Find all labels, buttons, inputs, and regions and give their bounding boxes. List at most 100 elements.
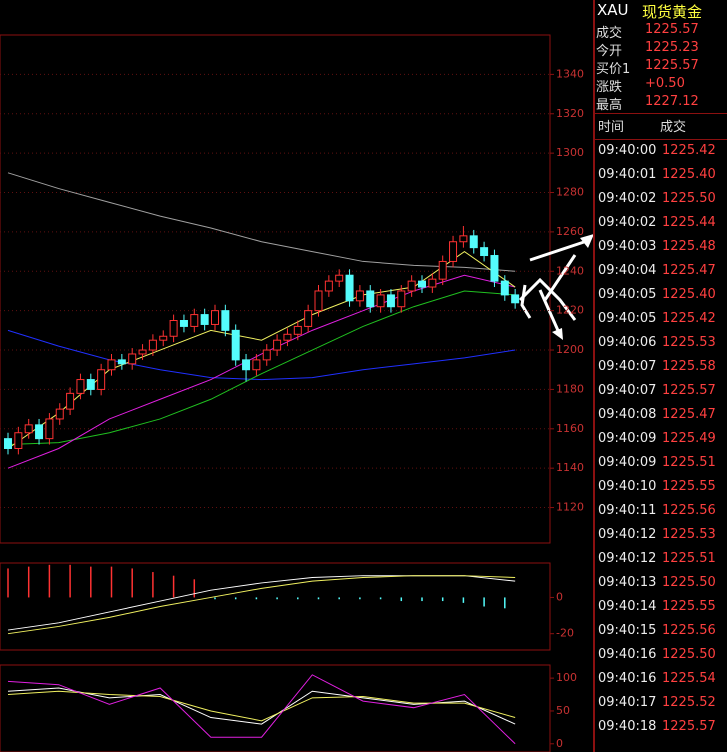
candle-body — [283, 333, 292, 341]
candle-body — [335, 274, 344, 282]
candle-body — [262, 349, 271, 361]
candle-body — [449, 241, 458, 262]
tick-price: 1225.42 — [662, 143, 716, 158]
tick-time: 09:40:05 — [598, 287, 657, 302]
tick-price: 1225.56 — [662, 503, 716, 518]
candle-body — [376, 294, 385, 308]
y-tick-label: 1160 — [556, 422, 584, 435]
tick-price: 1225.56 — [662, 623, 716, 638]
tick-time: 09:40:17 — [598, 695, 657, 710]
candle-body — [428, 278, 437, 288]
candle-body — [480, 247, 489, 257]
quote-value: 1227.12 — [645, 94, 699, 109]
separator — [595, 113, 727, 114]
tick-price: 1225.53 — [662, 335, 716, 350]
quote-label: 涨跌 — [596, 80, 623, 95]
y-tick-label: 1320 — [556, 107, 584, 120]
y-tick-label: 1140 — [556, 461, 584, 474]
candle-body — [117, 359, 126, 365]
candle-body — [355, 290, 364, 302]
tick-price: 1225.54 — [662, 671, 716, 686]
chart-area: 1120 1140 1160 1180 1200 1220 1240 1260 1280 1300… — [0, 34, 593, 752]
tick-price: 1225.50 — [662, 575, 716, 590]
separator — [595, 139, 727, 140]
tick-time: 09:40:09 — [598, 455, 657, 470]
candle-body — [169, 320, 178, 337]
tick-price: 1225.47 — [662, 407, 716, 422]
candle-body — [459, 235, 468, 243]
y-tick-label: 0 — [556, 737, 563, 750]
arrow-heads — [552, 234, 593, 340]
tick-price: 1225.47 — [662, 263, 716, 278]
candle-body — [304, 310, 313, 327]
tick-price: 1225.53 — [662, 527, 716, 542]
quote-value: 1225.57 — [645, 22, 699, 37]
y-tick-label: 0 — [556, 590, 563, 603]
tick-time: 09:40:07 — [598, 359, 657, 374]
candle-body — [407, 280, 416, 292]
candle-body — [345, 274, 354, 302]
tick-price: 1225.51 — [662, 455, 716, 470]
candle-body — [386, 294, 395, 308]
tick-time: 09:40:04 — [598, 263, 657, 278]
y-tick-label: 1120 — [556, 501, 584, 514]
candle-body — [128, 353, 137, 365]
candle-body — [107, 359, 116, 371]
candle-body — [200, 314, 209, 325]
tick-time: 09:40:15 — [598, 623, 657, 638]
tick-price: 1225.51 — [662, 551, 716, 566]
candle-body — [66, 392, 75, 410]
y-tick-label: 1220 — [556, 304, 584, 317]
tick-price: 1225.58 — [662, 359, 716, 374]
candle-body — [211, 310, 219, 325]
candle-body — [76, 379, 85, 394]
tick-time: 09:40:14 — [598, 599, 657, 614]
tick-time: 09:40:16 — [598, 647, 657, 662]
symbol: XAU — [597, 1, 629, 19]
candle-body — [490, 255, 499, 282]
y-tick-label: 1260 — [556, 225, 584, 238]
tick-time: 09:40:05 — [598, 311, 657, 326]
quote-label: 成交 — [596, 26, 623, 41]
indicator-line — [7, 674, 516, 745]
tick-price: 1225.57 — [662, 383, 716, 398]
indicator-line — [7, 172, 516, 272]
quote-value: 1225.57 — [645, 58, 699, 73]
candle-body — [242, 359, 251, 371]
y-tick-label: 50 — [556, 704, 570, 717]
tick-price: 1225.48 — [662, 239, 716, 254]
candle-body — [366, 290, 375, 308]
indicator-line — [7, 690, 516, 722]
tick-time: 09:40:13 — [598, 575, 657, 590]
kdj-panel — [0, 664, 551, 752]
tick-time: 09:40:16 — [598, 671, 657, 686]
candle-body — [418, 280, 426, 288]
tick-time: 09:40:12 — [598, 551, 657, 566]
tick-time: 09:40:01 — [598, 167, 657, 182]
tick-time: 09:40:07 — [598, 383, 657, 398]
quote-label: 买价1 — [596, 62, 631, 77]
candle-body — [35, 424, 44, 440]
tick-time: 09:40:09 — [598, 431, 657, 446]
candle-body — [55, 408, 64, 420]
candle-body — [14, 432, 23, 449]
y-tick-label: 100 — [556, 671, 577, 684]
tick-time: 09:40:00 — [598, 143, 657, 158]
tick-price: 1225.44 — [662, 215, 716, 230]
macd-panel — [0, 562, 551, 651]
candle-body — [179, 320, 188, 327]
indicator-line — [7, 575, 516, 635]
y-tick-label: 1300 — [556, 146, 584, 159]
quote-label: 今开 — [596, 44, 623, 59]
tick-price: 1225.40 — [662, 167, 716, 182]
candle-body — [324, 280, 333, 292]
candle-body — [511, 294, 520, 304]
tick-price: 1225.55 — [662, 479, 716, 494]
candle-body — [397, 290, 406, 308]
candle-body — [231, 329, 240, 361]
candle-body — [190, 314, 199, 327]
quote-value: +0.50 — [645, 76, 685, 91]
y-tick-label: 1240 — [556, 264, 584, 277]
indicator-line — [7, 290, 516, 446]
y-tick-label: -20 — [556, 627, 574, 640]
